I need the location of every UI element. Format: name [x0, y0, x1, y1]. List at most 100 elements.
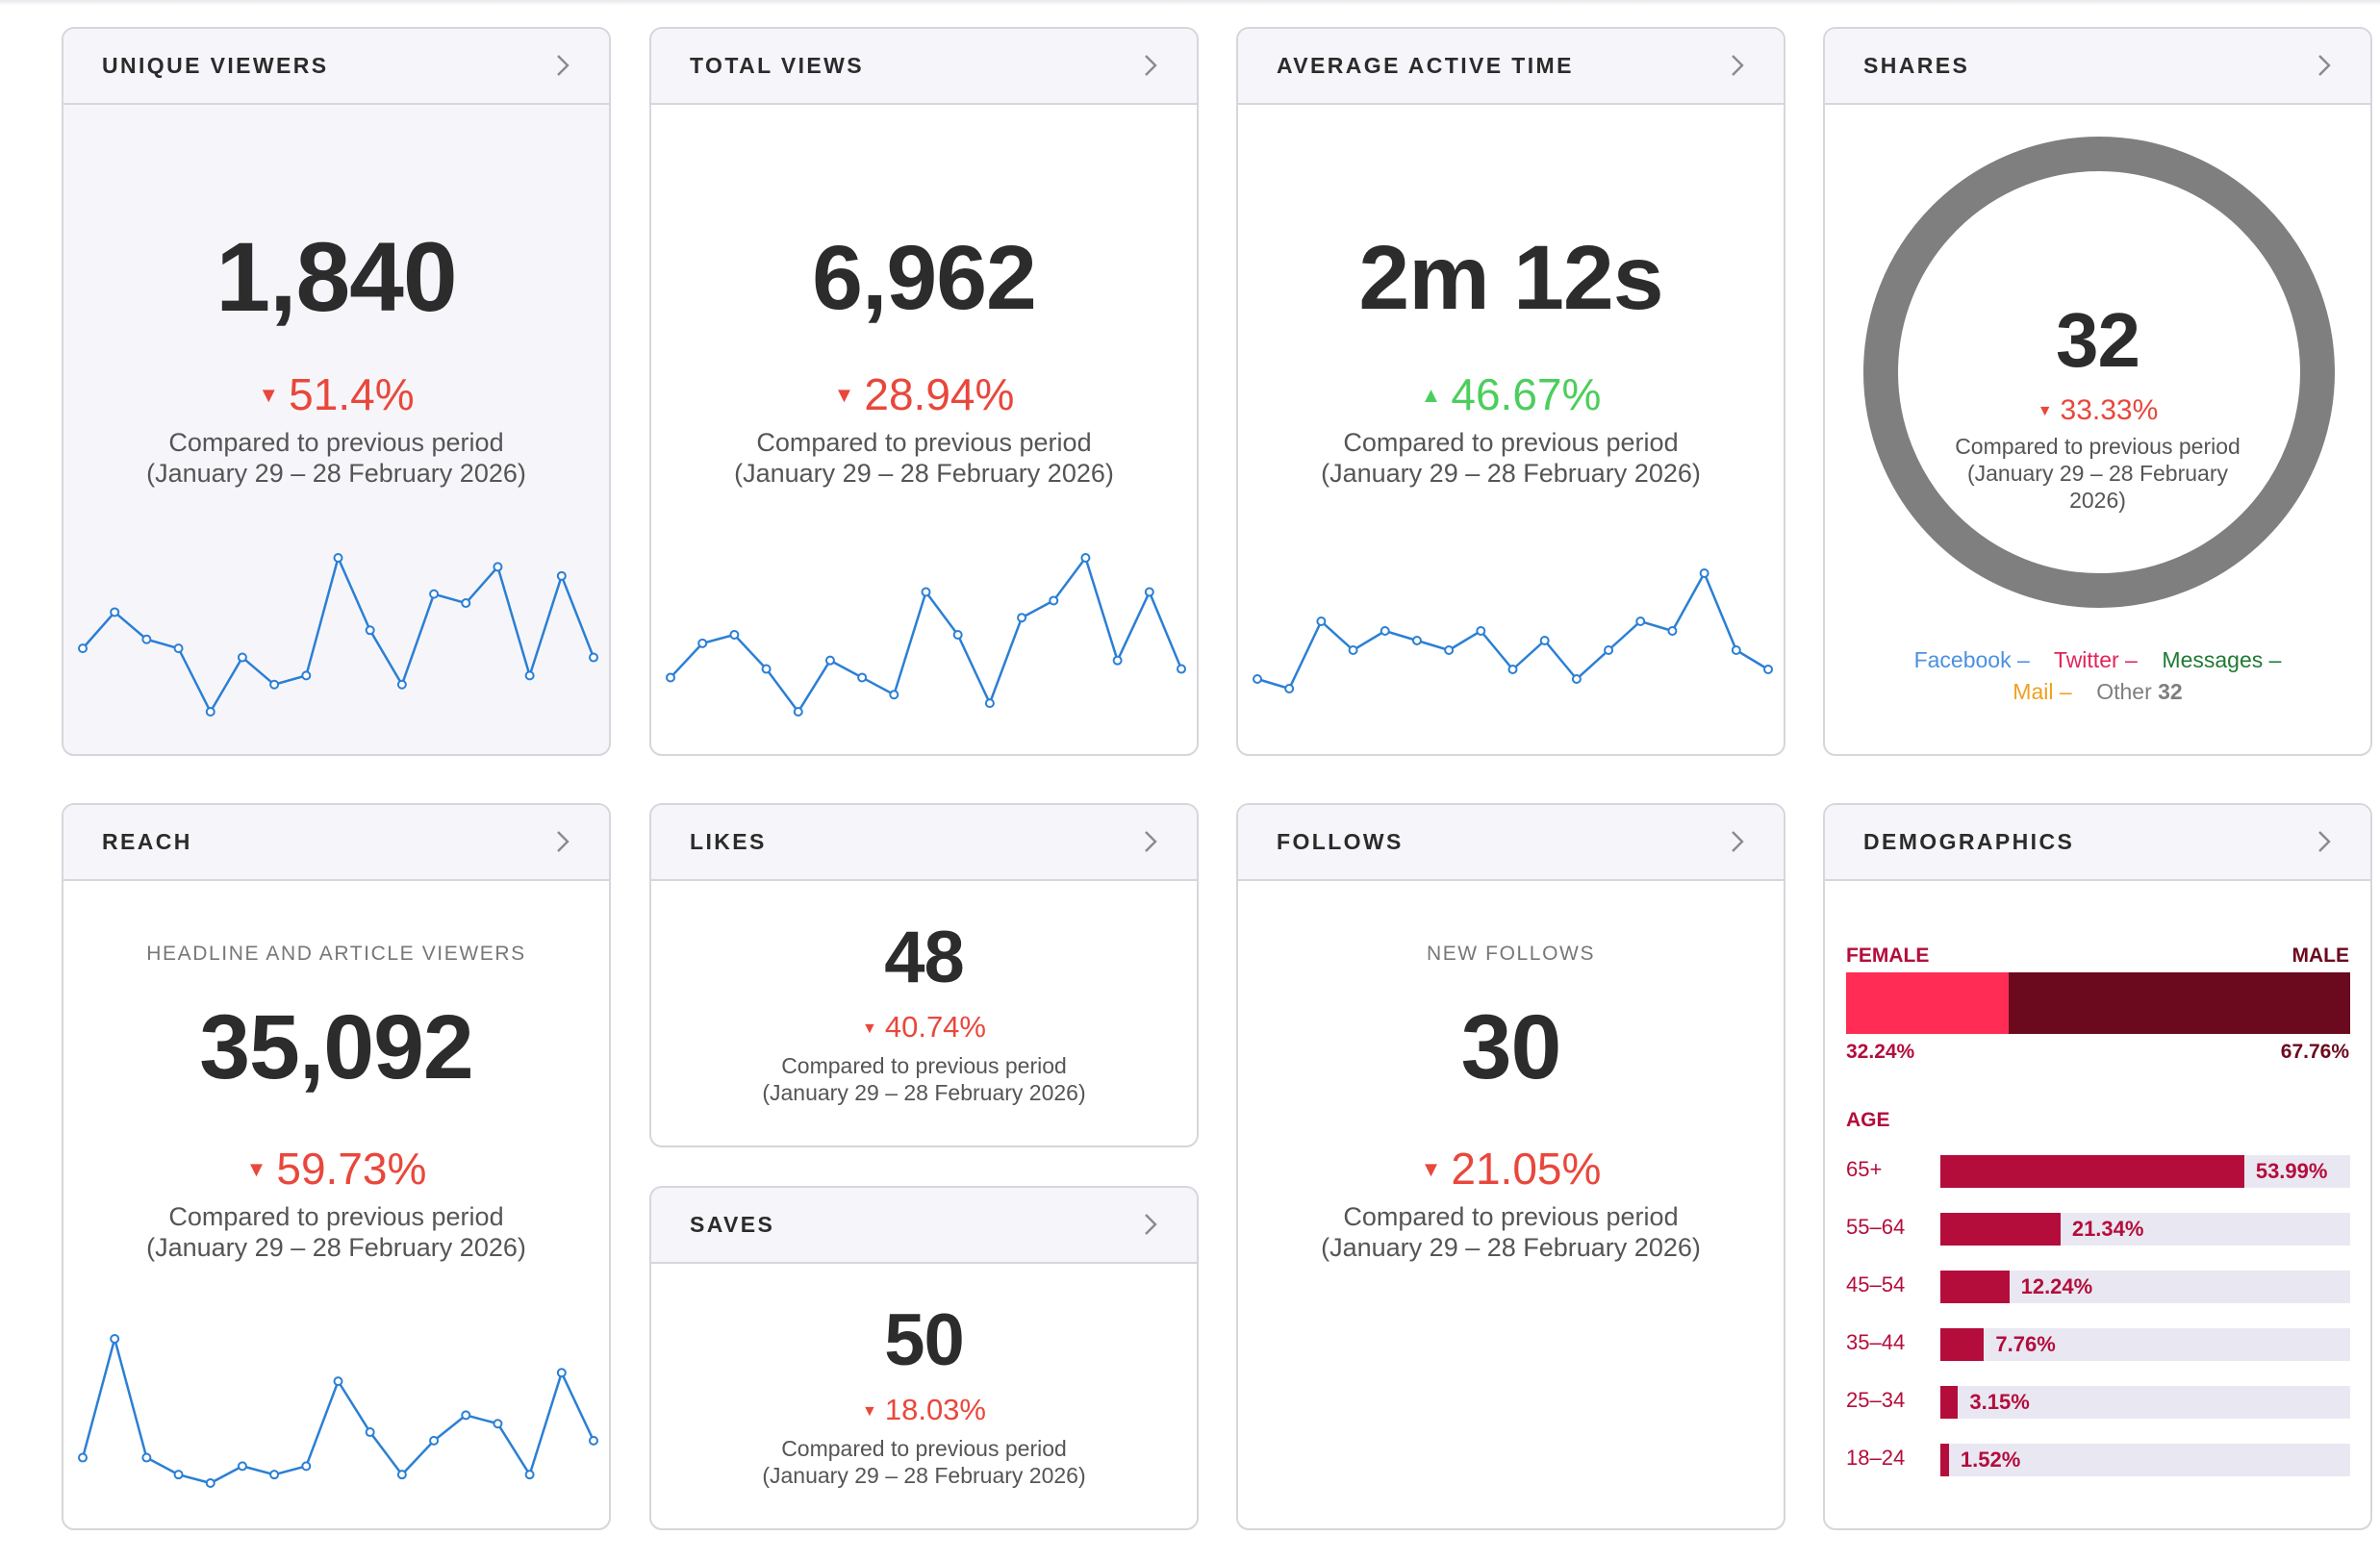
sparkline-point — [493, 1419, 503, 1429]
legend-facebook: Facebook – — [1913, 647, 2030, 672]
demographics-card[interactable]: DEMOGRAPHICS FEMALE MALE 32.24% 67.76% A… — [1823, 803, 2372, 1530]
card-header[interactable]: REACH — [63, 805, 609, 881]
metric-subtitle: NEW FOLLOWS — [1426, 943, 1596, 965]
sparkline-point — [1284, 684, 1295, 693]
sparkline-point — [1017, 613, 1027, 623]
gender-bar — [1846, 972, 2350, 1034]
sparkline-point — [461, 598, 471, 609]
age-row-label: 45–54 — [1846, 1272, 1906, 1297]
chevron-right-icon[interactable] — [551, 52, 574, 79]
sparkline-point — [921, 587, 931, 597]
sparkline-point — [1507, 665, 1518, 674]
sparkline-point — [1763, 665, 1773, 674]
sparkline-point — [524, 1470, 535, 1480]
chevron-right-icon[interactable] — [1139, 828, 1162, 855]
shares-legend: Facebook – Twitter – Messages – Mail – O… — [1825, 644, 2370, 708]
follows-card[interactable]: FOLLOWS NEW FOLLOWS 30 ▼ 21.05% Compared … — [1236, 803, 1785, 1530]
compare-text: Compared to previous period (January 29 –… — [1955, 434, 2241, 513]
chevron-right-icon[interactable] — [1726, 52, 1749, 79]
sparkline-point — [824, 655, 835, 666]
female-bar-fill — [1846, 972, 2009, 1034]
male-label: MALE — [2291, 944, 2350, 967]
sparkline-point — [301, 670, 312, 681]
sparkline-point — [1699, 568, 1709, 578]
age-row-label: 65+ — [1846, 1157, 1883, 1181]
age-bar-value: 21.34% — [2071, 1217, 2144, 1241]
unique-viewers-card[interactable]: UNIQUE VIEWERS 1,840 ▼ 51.4% Compared to … — [62, 27, 611, 756]
card-header[interactable]: LIKES — [651, 805, 1197, 881]
chevron-right-icon[interactable] — [2313, 52, 2336, 79]
sparkline-point — [173, 643, 184, 654]
card-header[interactable]: UNIQUE VIEWERS — [63, 29, 609, 105]
chevron-right-icon[interactable] — [1726, 828, 1749, 855]
donut-ring-other — [1863, 137, 2335, 608]
sparkline-point — [461, 1410, 471, 1421]
metric-value: 35,092 — [199, 996, 474, 1098]
change-percent: ▼ 33.33% — [2037, 394, 2159, 426]
average-active-time-card[interactable]: AVERAGE ACTIVE TIME 2m 12s ▲ 46.67% Compa… — [1236, 27, 1785, 756]
sparkline-point — [396, 679, 407, 690]
age-bar-value: 1.52% — [1960, 1448, 2021, 1472]
sparkline-point — [952, 630, 963, 640]
card-header[interactable]: FOLLOWS — [1238, 805, 1784, 881]
chevron-right-icon[interactable] — [551, 828, 574, 855]
age-bar-value: 7.76% — [1995, 1332, 2056, 1356]
sparkline-point — [1539, 636, 1550, 645]
card-header[interactable]: DEMOGRAPHICS — [1825, 805, 2370, 881]
card-header[interactable]: AVERAGE ACTIVE TIME — [1238, 29, 1784, 105]
sparkline-point — [269, 679, 280, 690]
saves-card[interactable]: SAVES 50 ▼ 18.03% Compared to previous pe… — [649, 1186, 1199, 1530]
change-percent: ▼ 40.74% — [862, 1010, 986, 1044]
triangle-down-icon: ▼ — [258, 383, 280, 407]
card-header[interactable]: TOTAL VIEWS — [651, 29, 1197, 105]
age-bar-track: 21.34% — [1940, 1213, 2350, 1246]
sparkline-point — [1476, 626, 1486, 636]
chevron-right-icon[interactable] — [1139, 1211, 1162, 1238]
chevron-right-icon[interactable] — [2313, 828, 2336, 855]
card-header[interactable]: SHARES — [1825, 29, 2370, 105]
sparkline-point — [1444, 645, 1455, 655]
sparkline-point — [429, 589, 440, 599]
chevron-right-icon[interactable] — [1139, 52, 1162, 79]
metric-value: 30 — [1460, 996, 1562, 1098]
likes-card[interactable]: LIKES 48 ▼ 40.74% Compared to previous pe… — [649, 803, 1199, 1147]
age-row-label: 55–64 — [1846, 1215, 1906, 1239]
sparkline-point — [237, 652, 247, 663]
age-bar-value: 53.99% — [2255, 1159, 2328, 1183]
sparkline-point — [1635, 617, 1646, 626]
metric-value: 50 — [884, 1299, 965, 1381]
sparkline-line — [82, 554, 595, 715]
age-bar-track: 53.99% — [1940, 1155, 2350, 1188]
metric-value: 2m 12s — [1358, 227, 1663, 329]
sparkline-point — [301, 1461, 312, 1472]
change-percent: ▼ 28.94% — [833, 369, 1015, 419]
compare-text: Compared to previous period (January 29 –… — [1321, 428, 1701, 488]
shares-card[interactable]: SHARES 32 ▼ 33.33% Compared to previous p… — [1823, 27, 2372, 756]
card-header[interactable]: SAVES — [651, 1188, 1197, 1264]
compare-text: Compared to previous period (January 29 –… — [146, 1202, 526, 1262]
sparkline-chart — [78, 1334, 598, 1488]
sparkline-point — [857, 672, 868, 683]
sparkline-line — [670, 555, 1183, 715]
triangle-down-icon: ▼ — [1420, 1157, 1442, 1181]
sparkline-point — [1667, 626, 1678, 636]
card-title: AVERAGE ACTIVE TIME — [1277, 53, 1574, 78]
sparkline-point — [269, 1470, 280, 1480]
sparkline-point — [396, 1470, 407, 1480]
sparkline-point — [729, 630, 740, 640]
sparkline-point — [524, 670, 535, 681]
change-percent: ▼ 18.03% — [862, 1393, 986, 1426]
reach-card[interactable]: REACH HEADLINE AND ARTICLE VIEWERS 35,09… — [62, 803, 611, 1530]
card-title: TOTAL VIEWS — [690, 53, 865, 78]
sparkline-point — [589, 1435, 598, 1446]
age-label: AGE — [1846, 1109, 1890, 1131]
age-row-label: 25–34 — [1846, 1388, 1906, 1412]
sparkline-point — [1380, 626, 1390, 636]
total-views-card[interactable]: TOTAL VIEWS 6,962 ▼ 28.94% Compared to pr… — [649, 27, 1199, 756]
sparkline-point — [889, 690, 899, 700]
card-title: SAVES — [690, 1212, 775, 1237]
sparkline-point — [1112, 655, 1123, 666]
sparkline-point — [556, 570, 567, 581]
compare-text: Compared to previous period (January 29 –… — [762, 1436, 1086, 1488]
sparkline-point — [205, 1478, 215, 1488]
